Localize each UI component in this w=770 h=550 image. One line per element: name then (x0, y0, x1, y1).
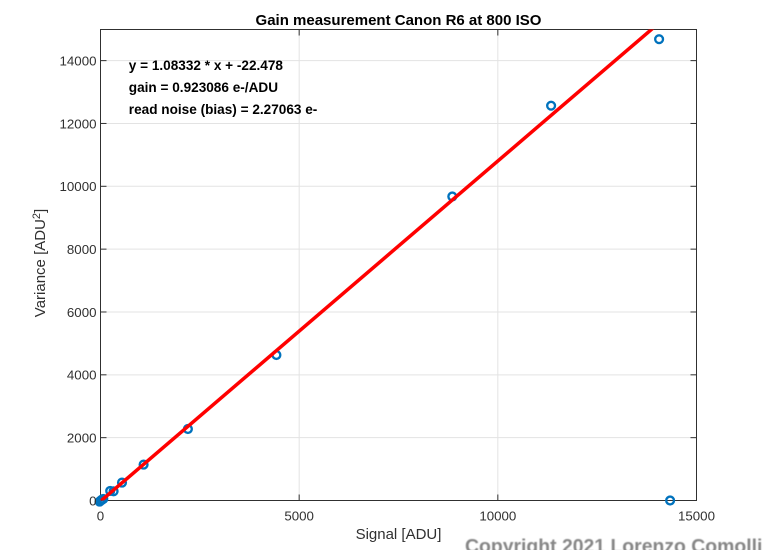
svg-text:y = 1.08332 * x + -22.478: y = 1.08332 * x + -22.478 (129, 58, 284, 73)
svg-text:5000: 5000 (284, 509, 314, 524)
svg-text:Variance [ADU2]: Variance [ADU2] (31, 209, 49, 317)
svg-text:Copyright 2021 Lorenzo Comolli: Copyright 2021 Lorenzo Comolli (465, 536, 762, 550)
svg-text:gain = 0.923086 e-/ADU: gain = 0.923086 e-/ADU (129, 80, 278, 95)
svg-text:10000: 10000 (60, 179, 97, 194)
svg-text:0: 0 (89, 493, 96, 508)
svg-text:15000: 15000 (678, 509, 715, 524)
svg-text:Signal [ADU]: Signal [ADU] (356, 526, 442, 543)
svg-text:12000: 12000 (60, 116, 97, 131)
svg-text:Gain measurement Canon R6 at 8: Gain measurement Canon R6 at 800 ISO (256, 12, 542, 29)
svg-text:8000: 8000 (67, 242, 97, 257)
svg-text:read noise (bias) = 2.27063 e-: read noise (bias) = 2.27063 e- (129, 102, 318, 117)
svg-text:2000: 2000 (67, 431, 97, 446)
svg-text:6000: 6000 (67, 305, 97, 320)
svg-text:0: 0 (97, 509, 104, 524)
svg-text:10000: 10000 (479, 509, 516, 524)
svg-text:14000: 14000 (60, 53, 97, 68)
svg-text:4000: 4000 (67, 368, 97, 383)
